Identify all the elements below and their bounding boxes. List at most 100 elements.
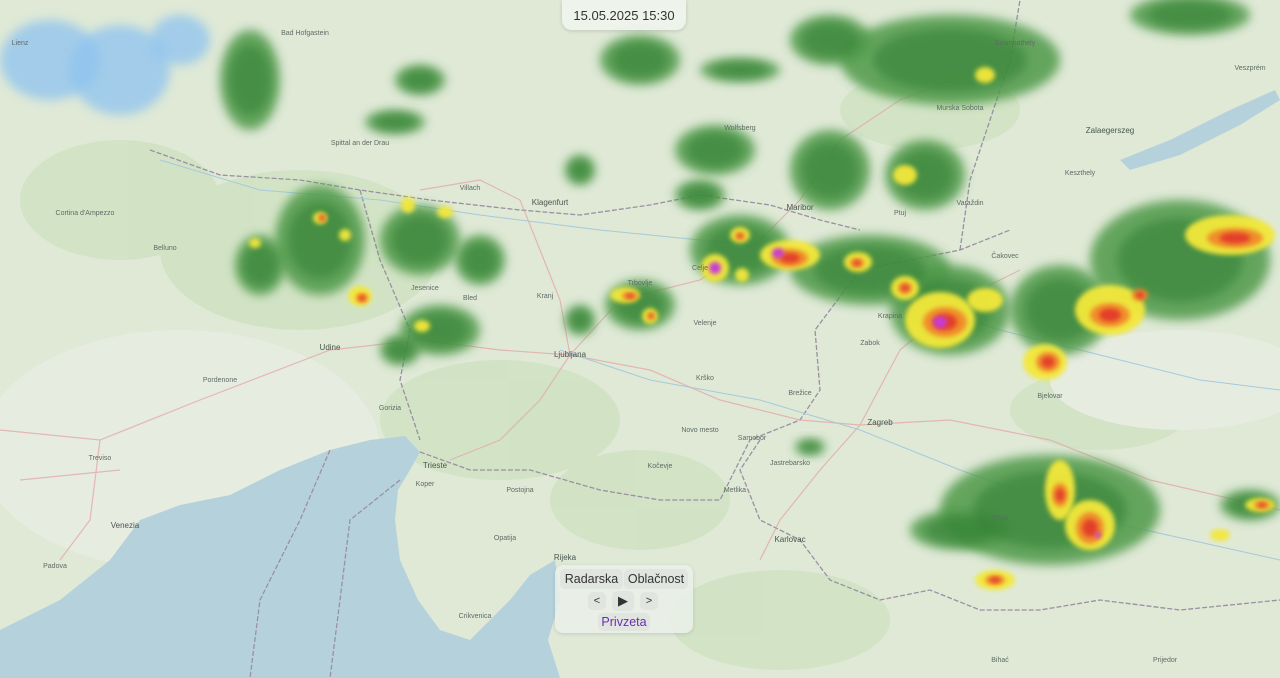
city-label: Zalaegerszeg bbox=[1086, 126, 1134, 135]
timestamp-display: 15.05.2025 15:30 bbox=[562, 0, 686, 30]
radar-cell bbox=[1095, 532, 1101, 538]
radar-cell bbox=[1082, 519, 1098, 537]
city-label: Maribor bbox=[786, 203, 813, 212]
radar-cell bbox=[569, 159, 591, 181]
city-label: Varaždin bbox=[956, 200, 983, 207]
radar-overlay bbox=[0, 0, 1280, 590]
radar-cell bbox=[901, 284, 909, 292]
city-label: Velenje bbox=[694, 320, 717, 327]
city-label: Kranj bbox=[537, 293, 554, 300]
radar-cell bbox=[70, 25, 170, 115]
city-label: Jesenice bbox=[411, 285, 439, 292]
radar-cell bbox=[249, 238, 261, 248]
city-label: Brežice bbox=[788, 390, 811, 397]
city-label: Villach bbox=[460, 185, 481, 192]
city-label: Krapina bbox=[878, 313, 902, 320]
city-label: Novo mesto bbox=[681, 427, 718, 434]
city-label: Bled bbox=[463, 295, 477, 302]
radar-cell bbox=[229, 45, 271, 115]
radar-cell bbox=[799, 441, 821, 453]
radar-cell bbox=[386, 339, 414, 361]
radar-cell bbox=[687, 132, 743, 168]
radar-cell bbox=[1210, 529, 1230, 541]
lake-balaton bbox=[1120, 90, 1280, 170]
radar-cell bbox=[242, 244, 278, 286]
city-label: Prijedor bbox=[1153, 657, 1178, 664]
city-label: Padova bbox=[43, 563, 67, 570]
city-label: Celje bbox=[692, 265, 708, 272]
radar-cell bbox=[1219, 232, 1251, 244]
city-label: Ptuj bbox=[894, 210, 907, 217]
radar-cell bbox=[735, 268, 749, 282]
city-label: Veszprém bbox=[1234, 65, 1265, 72]
radar-cell bbox=[150, 15, 210, 65]
radar-cell bbox=[288, 201, 352, 279]
radar-cell bbox=[1148, 1, 1232, 29]
radar-cell bbox=[967, 288, 1003, 312]
default-view-button[interactable]: Privzeta bbox=[598, 613, 650, 631]
radar-cell bbox=[392, 215, 448, 265]
radar-cell bbox=[1041, 356, 1055, 368]
city-label: Bjelovar bbox=[1037, 393, 1063, 400]
radar-cell bbox=[802, 142, 858, 198]
radar-cell bbox=[374, 113, 416, 131]
radar-control-panel: Radarska Oblačnost < ▶ > Privzeta bbox=[555, 565, 693, 633]
radar-cell bbox=[1025, 278, 1095, 342]
city-label: Szombathely bbox=[995, 40, 1036, 47]
city-label: Zabok bbox=[860, 340, 880, 347]
radar-cell bbox=[339, 229, 351, 241]
city-label: Udine bbox=[320, 343, 341, 352]
city-label: Samobor bbox=[738, 435, 767, 442]
city-label: Čakovec bbox=[991, 251, 1019, 260]
radar-cell bbox=[893, 165, 917, 185]
radar-cell bbox=[401, 197, 415, 213]
city-label: Spittal an der Drau bbox=[331, 140, 389, 147]
city-label: Metlika bbox=[724, 487, 746, 494]
city-label: Venezia bbox=[111, 521, 140, 530]
city-label: Pordenone bbox=[203, 377, 237, 384]
city-label: Treviso bbox=[89, 455, 112, 462]
next-frame-button[interactable]: > bbox=[640, 592, 658, 610]
city-label: Jastrebarsko bbox=[770, 460, 810, 467]
radar-cell bbox=[1055, 488, 1065, 502]
city-label: Trieste bbox=[423, 461, 448, 470]
city-labels: Ljubljana Zagreb Maribor Klagenfurt Villach U… bbox=[12, 30, 1266, 664]
city-label: Crikvenica bbox=[459, 613, 492, 620]
city-label: Rijeka bbox=[554, 553, 577, 562]
radar-cell bbox=[1257, 502, 1267, 508]
city-label: Opatija bbox=[494, 535, 516, 542]
city-label: Ljubljana bbox=[554, 350, 587, 359]
radar-cell bbox=[802, 22, 858, 58]
city-label: Zagreb bbox=[867, 418, 893, 427]
city-label: Krško bbox=[696, 375, 714, 382]
city-label: Koper bbox=[416, 481, 435, 488]
radar-cell bbox=[853, 260, 861, 266]
radar-cell bbox=[1135, 291, 1145, 299]
radar-cell bbox=[709, 262, 721, 274]
radar-cell bbox=[975, 67, 995, 83]
city-label: Postojna bbox=[506, 487, 533, 494]
cloud-layer-button[interactable]: Oblačnost bbox=[624, 569, 688, 589]
city-label: Klagenfurt bbox=[532, 198, 569, 207]
play-icon[interactable]: ▶ bbox=[612, 591, 634, 611]
radar-cell bbox=[569, 309, 591, 331]
previous-frame-button[interactable]: < bbox=[588, 592, 606, 610]
city-label: Kočevje bbox=[648, 463, 673, 470]
radar-cell bbox=[648, 313, 654, 319]
city-label: Cortina d'Ampezzo bbox=[56, 210, 115, 217]
radar-cell bbox=[437, 206, 453, 218]
city-label: Karlovac bbox=[774, 535, 805, 544]
radar-layer-button[interactable]: Radarska bbox=[560, 569, 623, 589]
radar-cell bbox=[780, 253, 800, 263]
city-label: Gorizia bbox=[379, 405, 401, 412]
city-label: Wolfsberg bbox=[724, 125, 755, 132]
city-label: Bihać bbox=[991, 657, 1009, 664]
adriatic-sea bbox=[0, 436, 560, 678]
city-label: Sisak bbox=[991, 515, 1009, 522]
radar-cell bbox=[989, 577, 1001, 583]
radar-cell bbox=[772, 248, 784, 258]
radar-cell bbox=[897, 150, 953, 200]
radar-cell bbox=[682, 184, 718, 206]
city-label: Lienz bbox=[12, 40, 29, 47]
